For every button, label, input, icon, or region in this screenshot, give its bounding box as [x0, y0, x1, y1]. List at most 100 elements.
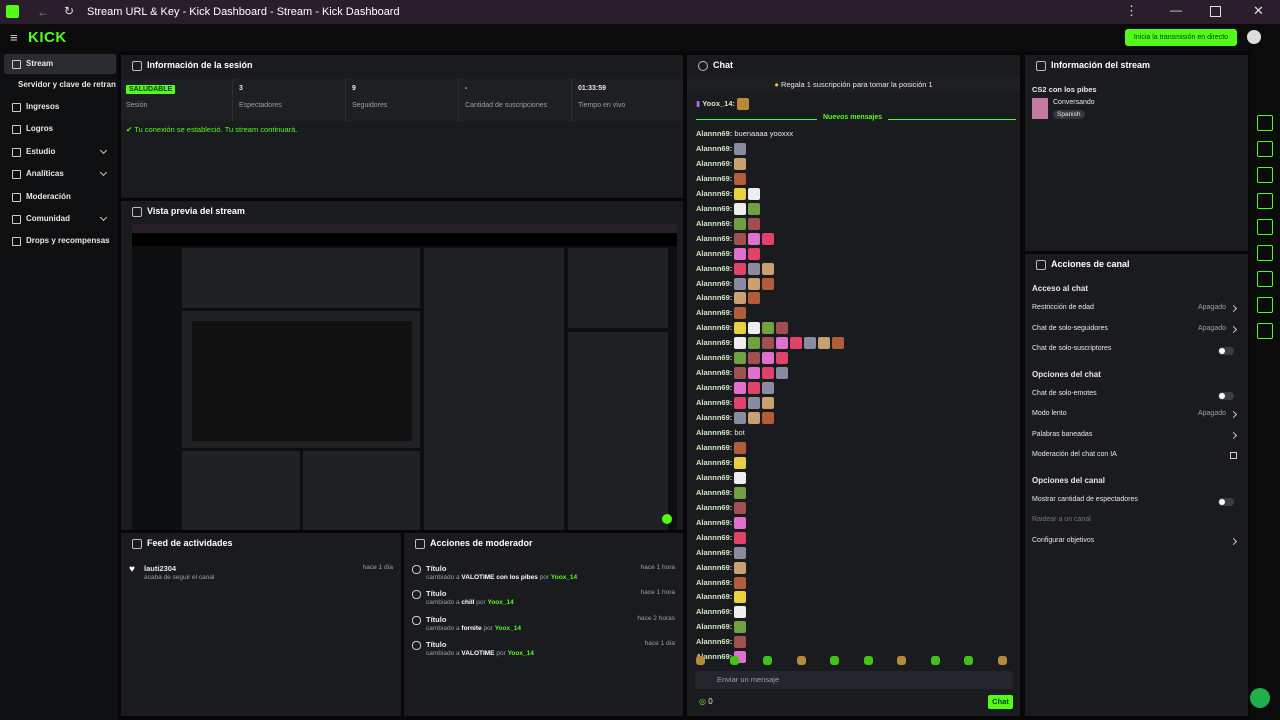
rail-button[interactable]: [1257, 115, 1273, 131]
rail-button[interactable]: [1257, 323, 1273, 339]
reload[interactable]: ↻: [64, 4, 75, 18]
emote-shortcut: [897, 656, 906, 665]
emote: [734, 456, 747, 469]
chat-message: Alannn69:: [696, 157, 747, 171]
mod-prefix: cambiado a: [426, 624, 460, 632]
mod-time: hace 1 hora: [640, 589, 675, 597]
rail-button[interactable]: [1257, 219, 1273, 235]
help-button[interactable]: [1250, 688, 1270, 708]
mod-prefix: cambiado a: [426, 649, 460, 657]
chat-message: Alannn69:: [696, 351, 789, 365]
nav-item[interactable]: Drops y recompensas: [26, 236, 110, 245]
emote: [734, 561, 747, 574]
stream-info-panel: Información del stream CS2 con los pibes…: [1025, 55, 1248, 251]
logo[interactable]: KICK: [28, 29, 67, 46]
toggle[interactable]: [1218, 497, 1234, 506]
username: Alannn69:: [696, 173, 733, 183]
toggle[interactable]: [1218, 391, 1234, 400]
username: Alannn69:: [696, 532, 733, 542]
username: Alannn69:: [696, 383, 733, 393]
emote-shortcut: [964, 656, 973, 665]
stream-title: CS2 con los pibes: [1032, 85, 1097, 94]
emote: [734, 172, 747, 185]
minimize[interactable]: —: [1170, 3, 1182, 17]
stat-value: 01:33:59: [578, 85, 607, 92]
nav-item[interactable]: Servidor y clave de retransmisión: [18, 80, 116, 89]
chat-message: Alannn69:: [696, 262, 775, 276]
icon: [1036, 61, 1046, 71]
menu[interactable]: ⋮: [1125, 3, 1138, 18]
chat-message: ▮ Yoox_14:: [696, 97, 750, 111]
chat-message: Alannn69:: [696, 516, 747, 530]
chevron[interactable]: [1229, 431, 1238, 439]
rail-button[interactable]: [1257, 167, 1273, 183]
emote: [734, 606, 747, 619]
chevron[interactable]: [1229, 325, 1238, 333]
message-text: bot: [734, 428, 745, 437]
language-tag: Spanish: [1053, 110, 1085, 119]
panel-title: Chat: [713, 60, 733, 70]
emote: [734, 397, 747, 410]
panel-title: Acciones de canal: [1051, 259, 1130, 269]
go-live-button[interactable]: Inicia la transmisión en directo: [1125, 29, 1237, 46]
emote: [734, 621, 747, 634]
emote: [748, 292, 761, 305]
rail-button[interactable]: [1257, 297, 1273, 313]
emote: [734, 486, 747, 499]
nav-item[interactable]: Comunidad: [26, 214, 70, 223]
chat-message: Alannn69:: [696, 336, 845, 350]
external-link[interactable]: [1230, 452, 1237, 459]
rail-button[interactable]: [1257, 245, 1273, 261]
nav-item[interactable]: Stream: [4, 54, 116, 74]
mod-value: chill: [461, 599, 475, 607]
chat-message: Alannn69:: [696, 247, 761, 261]
chevron[interactable]: [1229, 537, 1238, 545]
avatar[interactable]: [1247, 30, 1261, 44]
emote: [762, 337, 775, 350]
pinned-text: Regala 1 suscripción para tomar la posic…: [780, 80, 933, 89]
nav-item[interactable]: Logros: [26, 124, 54, 133]
mod-value: VALOTIME: [461, 649, 495, 657]
username: Alannn69:: [696, 517, 733, 527]
setting-status: Apagado: [1197, 324, 1226, 332]
emote: [734, 576, 747, 589]
username: Yoox_14:: [702, 99, 736, 108]
chat-message: Alannn69:: [696, 172, 747, 186]
toggle[interactable]: [1218, 347, 1234, 355]
rail-button[interactable]: [1257, 193, 1273, 209]
hamburger[interactable]: ≡: [10, 30, 18, 45]
chat-message: Alannn69:: [696, 187, 761, 201]
chevron[interactable]: [1229, 410, 1238, 419]
heart-icon: ♥: [129, 564, 135, 575]
chat-input[interactable]: Enviar un mensaje: [695, 671, 1013, 689]
nav-item[interactable]: Ingresos: [26, 102, 60, 111]
chevron[interactable]: [1229, 304, 1238, 313]
nav-item[interactable]: Moderación: [26, 192, 71, 201]
username: Alannn69:: [696, 607, 733, 617]
username: Alannn69:: [696, 637, 733, 647]
chat-message: Alannn69:: [696, 366, 789, 380]
nav-item[interactable]: Analíticas: [26, 169, 64, 178]
emote-bar: [696, 656, 1011, 668]
stat-value: -: [465, 85, 468, 92]
status: ✔ Tu conexión se estableció. Tu stream c…: [126, 125, 298, 134]
close[interactable]: ✕: [1253, 3, 1264, 18]
rail-button[interactable]: [1257, 141, 1273, 157]
username: Alannn69:: [696, 398, 733, 408]
chat-message: Alannn69:: [696, 441, 747, 455]
chat-message: Alannn69:: [696, 471, 747, 485]
preview-video: [132, 224, 677, 530]
emote: [748, 412, 761, 425]
chat-message: Alannn69:: [696, 321, 789, 335]
icon: [132, 61, 142, 71]
emote: [748, 397, 761, 410]
back[interactable]: ←: [37, 5, 49, 19]
nav-item[interactable]: Estudio: [26, 147, 56, 156]
rail-button[interactable]: [1257, 271, 1273, 287]
username: Alannn69:: [696, 652, 733, 662]
send-button[interactable]: Chat: [988, 695, 1013, 709]
emote: [748, 202, 761, 215]
maximize[interactable]: [1210, 6, 1221, 17]
setting-label: Raidear a un canal: [1032, 516, 1091, 523]
